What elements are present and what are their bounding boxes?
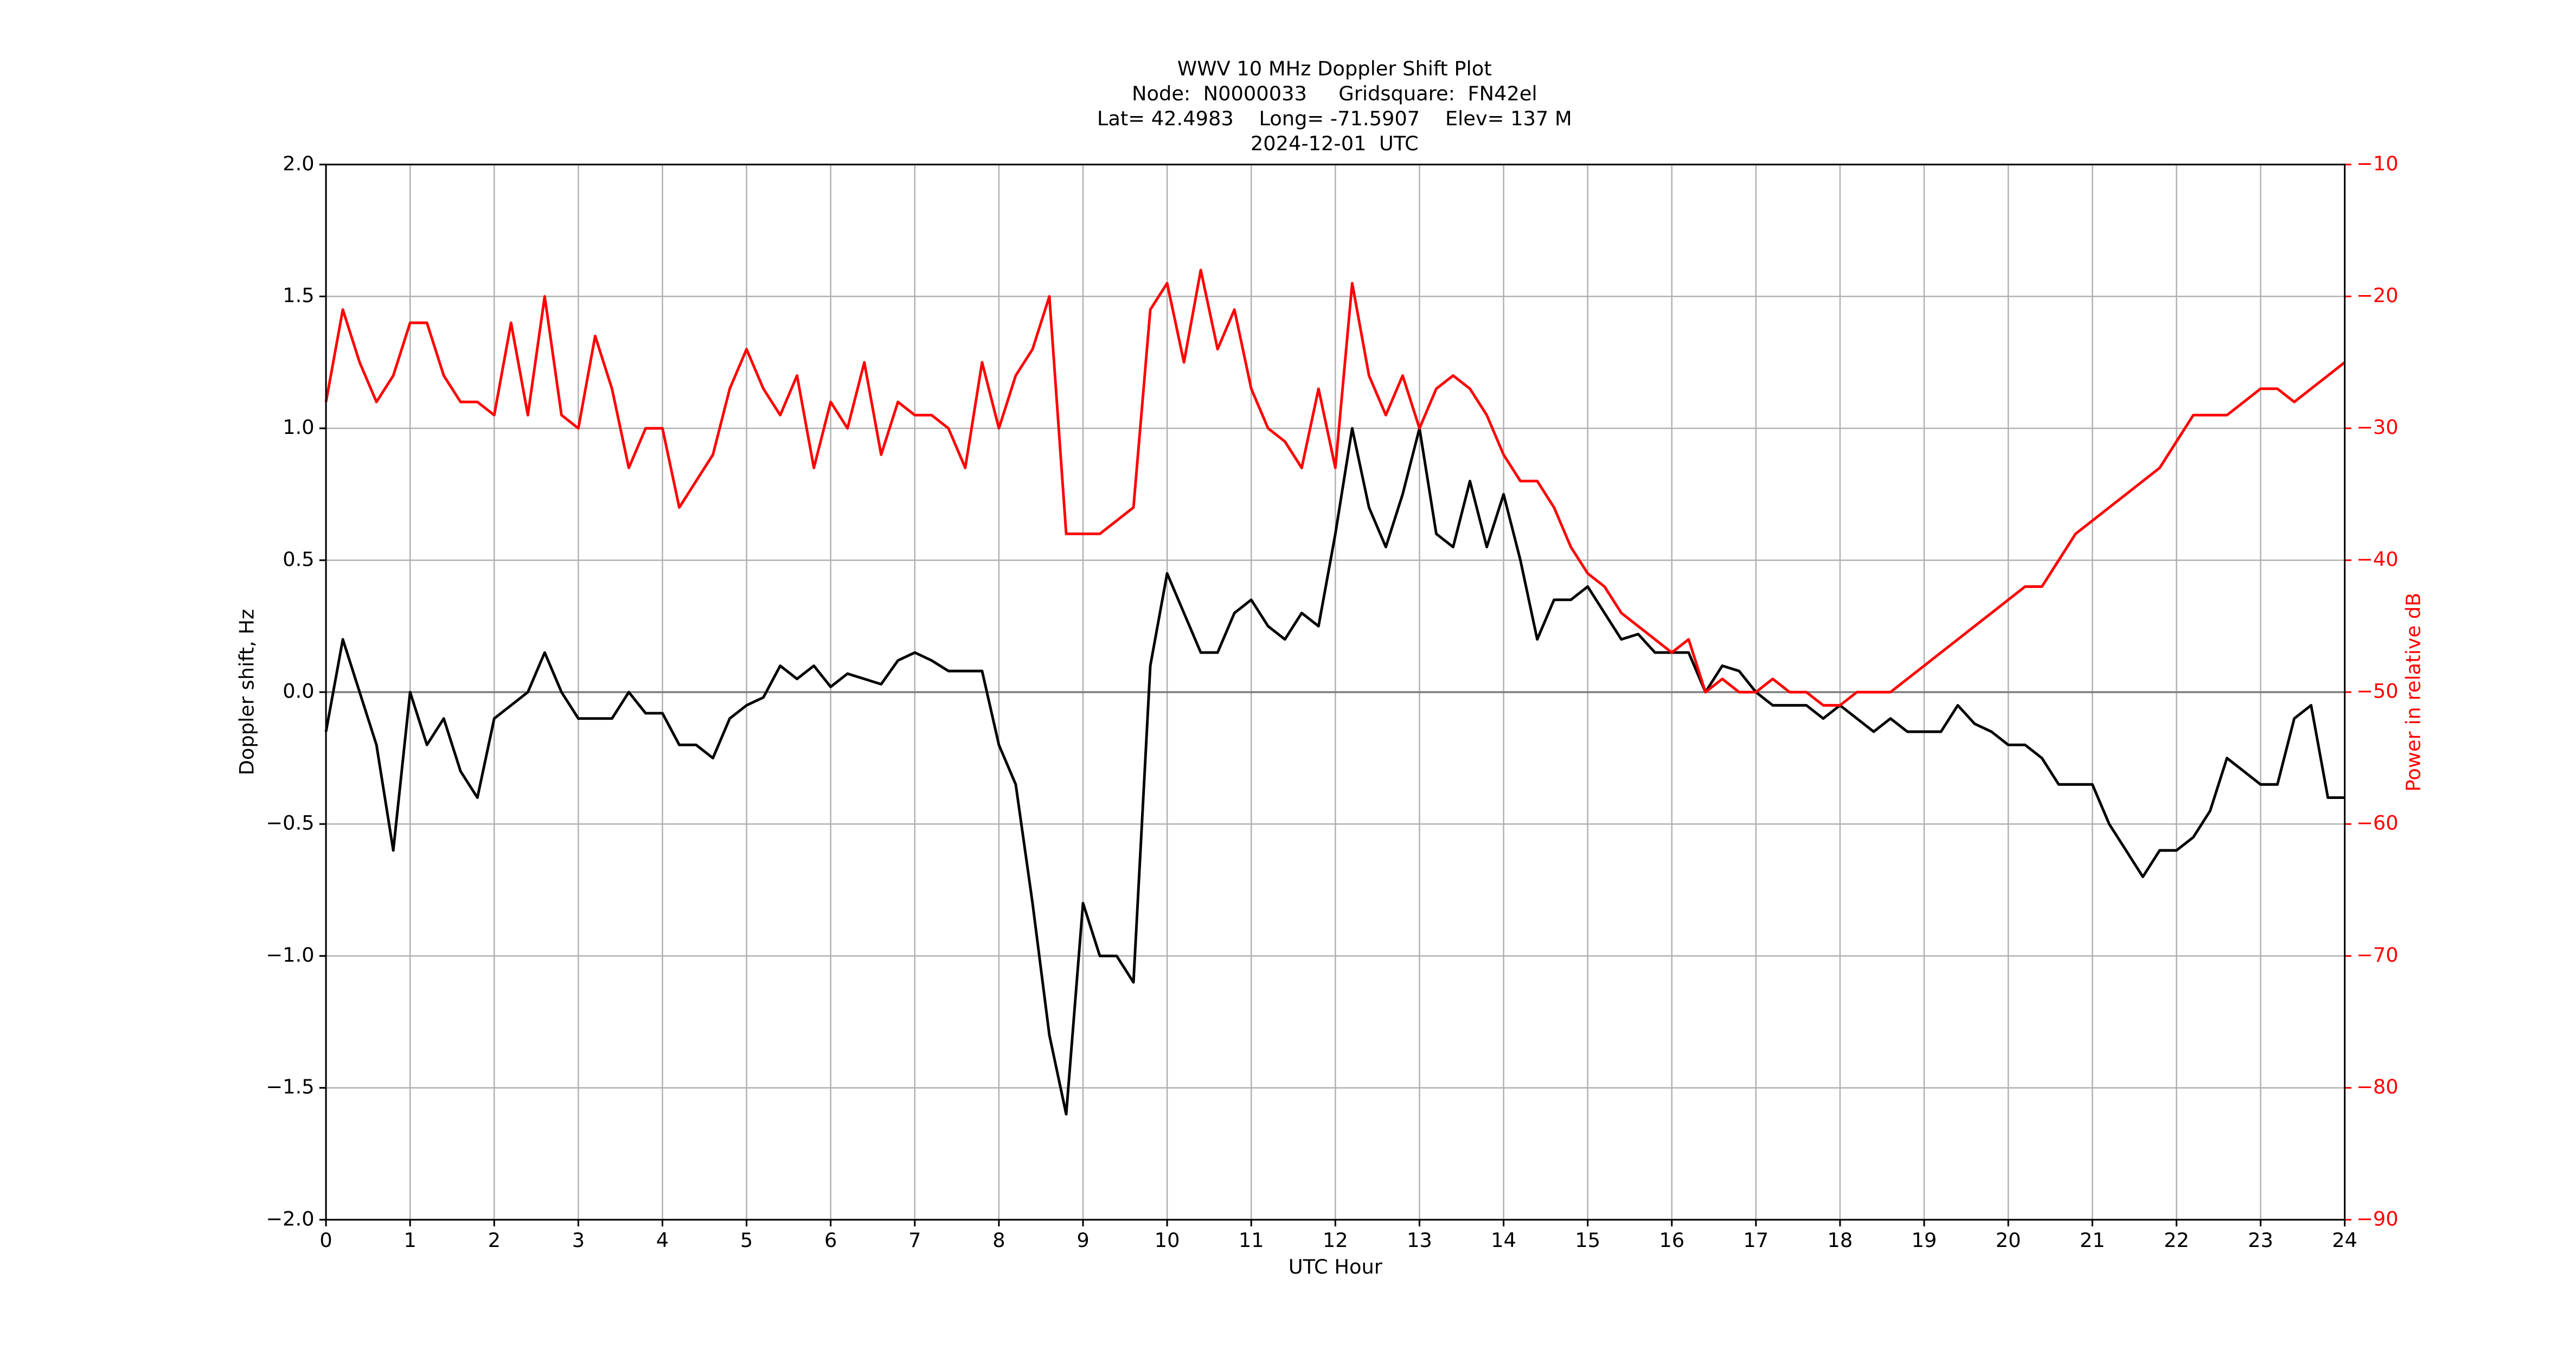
x-tick-label: 1 bbox=[404, 1229, 416, 1252]
x-tick-label: 13 bbox=[1407, 1229, 1432, 1252]
x-tick-label: 16 bbox=[1659, 1229, 1684, 1252]
x-tick-label: 3 bbox=[572, 1229, 585, 1252]
x-tick-label: 0 bbox=[319, 1229, 332, 1252]
chart-title: Lat= 42.4983 Long= -71.5907 Elev= 137 M bbox=[1097, 107, 1572, 130]
x-tick-label: 11 bbox=[1239, 1229, 1264, 1252]
chart-title: Node: N0000033 Gridsquare: FN42el bbox=[1132, 82, 1537, 105]
x-tick-label: 2 bbox=[488, 1229, 501, 1252]
plot-frame bbox=[325, 163, 2346, 1221]
x-axis-label: UTC Hour bbox=[1289, 1255, 1383, 1278]
x-tick-label: 22 bbox=[2164, 1229, 2189, 1252]
data-line bbox=[324, 427, 2345, 1116]
y2-tick-label: −20 bbox=[2356, 284, 2399, 307]
y2-tick-label: −30 bbox=[2356, 415, 2399, 439]
x-tick-label: 4 bbox=[656, 1229, 669, 1252]
y-tick-label: 2.0 bbox=[283, 152, 314, 175]
y2-tick-label: −60 bbox=[2356, 811, 2399, 835]
y-tick-label: −2.0 bbox=[266, 1207, 314, 1230]
x-tick-label: 14 bbox=[1491, 1229, 1516, 1252]
y2-tick-label: −50 bbox=[2356, 680, 2399, 703]
data-line bbox=[324, 268, 2346, 707]
y2-tick-label: −10 bbox=[2356, 152, 2399, 175]
y2-axis-label: Power in relative dB bbox=[2402, 593, 2425, 792]
y2-tick-label: −90 bbox=[2356, 1207, 2399, 1230]
x-tick-label: 12 bbox=[1323, 1229, 1348, 1252]
y2-tick-label: −40 bbox=[2356, 547, 2399, 571]
y-axis-label: Doppler shift, Hz bbox=[235, 609, 259, 776]
x-tick-label: 6 bbox=[824, 1229, 837, 1252]
x-tick-label: 17 bbox=[1743, 1229, 1768, 1252]
x-tick-label: 5 bbox=[740, 1229, 753, 1252]
y-tick-label: 0.5 bbox=[283, 547, 314, 571]
y-tick-label: −1.5 bbox=[266, 1075, 314, 1098]
y-tick-label: 1.0 bbox=[283, 415, 314, 439]
x-tick-label: 7 bbox=[908, 1229, 921, 1252]
y2-tick-label: −70 bbox=[2356, 943, 2399, 967]
y-tick-label: 0.0 bbox=[283, 680, 314, 703]
chart-title: WWV 10 MHz Doppler Shift Plot bbox=[1177, 57, 1492, 80]
x-tick-label: 9 bbox=[1076, 1229, 1089, 1252]
y2-tick-label: −80 bbox=[2356, 1075, 2399, 1098]
x-tick-label: 19 bbox=[1912, 1229, 1937, 1252]
y-tick-label: −0.5 bbox=[266, 811, 314, 835]
x-tick-label: 8 bbox=[992, 1229, 1005, 1252]
x-tick-label: 23 bbox=[2248, 1229, 2273, 1252]
y-tick-label: −1.0 bbox=[266, 943, 314, 967]
x-tick-label: 20 bbox=[1996, 1229, 2021, 1252]
x-tick-label: 18 bbox=[1828, 1229, 1853, 1252]
x-tick-label: 10 bbox=[1155, 1229, 1180, 1252]
x-tick-label: 21 bbox=[2080, 1229, 2105, 1252]
y-tick-label: 1.5 bbox=[283, 284, 314, 307]
x-tick-label: 15 bbox=[1575, 1229, 1600, 1252]
chart-title: 2024-12-01 UTC bbox=[1251, 132, 1419, 155]
x-tick-label: 24 bbox=[2332, 1229, 2357, 1252]
